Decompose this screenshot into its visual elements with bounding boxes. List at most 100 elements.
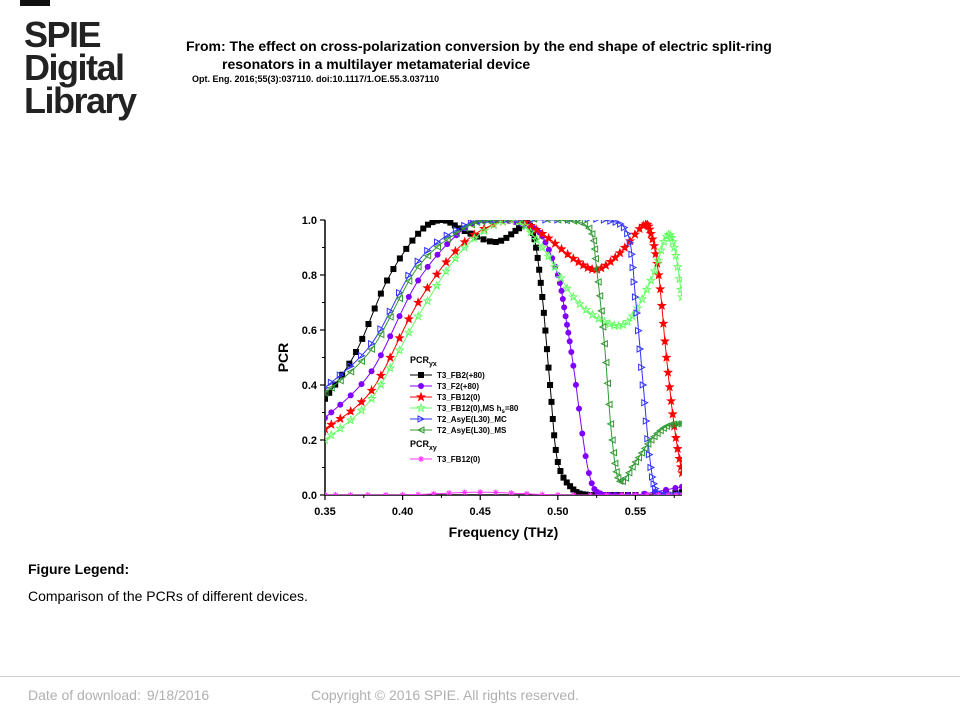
data-point: [418, 456, 424, 462]
data-point: [644, 224, 655, 234]
data-point: [422, 295, 433, 306]
data-point: [461, 489, 468, 495]
data-point: [549, 415, 556, 422]
data-point: [628, 250, 637, 259]
download-date-value: 9/18/2016: [146, 687, 210, 703]
data-point: [536, 266, 543, 273]
data-point: [365, 320, 372, 327]
data-point: [565, 220, 573, 224]
data-point: [418, 372, 424, 378]
data-point: [561, 304, 568, 311]
data-point: [531, 236, 538, 243]
data-point: [371, 305, 378, 312]
data-point: [587, 492, 594, 495]
data-point: [563, 479, 570, 486]
logo-line: Digital: [24, 47, 125, 88]
data-point: [429, 220, 436, 226]
legend-item: T2_AsyE(L30)_MC: [410, 415, 507, 424]
y-tick-label: 0.6: [302, 325, 317, 337]
data-point: [442, 220, 449, 224]
data-point: [630, 229, 640, 239]
data-point: [624, 468, 633, 477]
data-point: [450, 245, 461, 256]
y-tick-label: 0.0: [302, 490, 317, 502]
data-point: [480, 236, 487, 243]
data-point: [472, 220, 481, 227]
data-point: [615, 477, 624, 486]
data-point: [503, 220, 511, 224]
data-point: [658, 318, 669, 328]
y-tick-label: 1.0: [302, 215, 317, 227]
data-point: [662, 486, 669, 493]
data-point: [543, 232, 554, 243]
x-axis-label: Frequency (THz): [449, 524, 559, 540]
data-point: [609, 448, 618, 457]
data-point: [574, 298, 585, 309]
data-point: [634, 453, 643, 462]
data-point: [377, 352, 384, 359]
data-point: [423, 251, 432, 260]
data-point: [629, 263, 638, 272]
data-point: [424, 263, 431, 270]
data-point: [558, 287, 565, 294]
data-point: [396, 313, 403, 320]
data-point: [655, 492, 662, 495]
data-point: [517, 220, 524, 223]
data-point: [603, 379, 611, 388]
data-point: [394, 344, 405, 355]
data-point: [491, 220, 500, 224]
data-point: [584, 220, 591, 223]
data-point: [550, 238, 561, 248]
data-point: [368, 368, 375, 375]
data-point: [492, 489, 499, 495]
data-point: [624, 492, 631, 495]
data-point: [582, 262, 593, 273]
data-point: [636, 345, 645, 353]
data-point: [644, 492, 651, 495]
data-point: [570, 492, 577, 495]
data-point: [415, 230, 422, 237]
data-point: [658, 236, 670, 247]
data-point: [617, 220, 625, 228]
legend-label: T3_FB12(0): [437, 455, 480, 464]
data-point: [600, 220, 609, 224]
x-tick-label: 0.55: [625, 506, 646, 518]
data-point: [336, 371, 345, 379]
data-point: [670, 432, 681, 443]
data-point: [575, 220, 584, 226]
data-point: [539, 294, 546, 300]
data-point: [587, 230, 596, 238]
data-point: [578, 259, 589, 270]
data-point: [335, 423, 346, 433]
data-point: [325, 423, 331, 434]
data-point: [519, 220, 530, 231]
data-point: [542, 220, 550, 224]
data-point: [375, 379, 386, 389]
data-point: [460, 224, 469, 233]
data-point: [384, 277, 391, 284]
data-point: [622, 316, 633, 327]
data-point: [415, 491, 422, 495]
data-point: [399, 492, 406, 495]
data-point: [641, 398, 649, 407]
data-point: [672, 261, 682, 272]
data-point: [561, 282, 573, 293]
data-point: [575, 405, 582, 412]
data-point: [614, 247, 625, 258]
data-point: [403, 313, 414, 324]
data-point: [447, 220, 454, 226]
data-point: [582, 491, 589, 495]
data-point: [637, 449, 646, 457]
data-point: [656, 245, 667, 255]
data-point: [653, 429, 661, 438]
data-point: [332, 492, 339, 495]
series-4: [325, 220, 682, 495]
data-point: [325, 492, 328, 495]
data-point: [336, 376, 344, 385]
data-point: [357, 357, 366, 366]
data-point: [375, 370, 387, 380]
data-point: [364, 492, 371, 495]
data-point: [382, 492, 389, 495]
data-point: [543, 251, 554, 261]
legend-label: T3_FB12(0): [437, 393, 480, 402]
